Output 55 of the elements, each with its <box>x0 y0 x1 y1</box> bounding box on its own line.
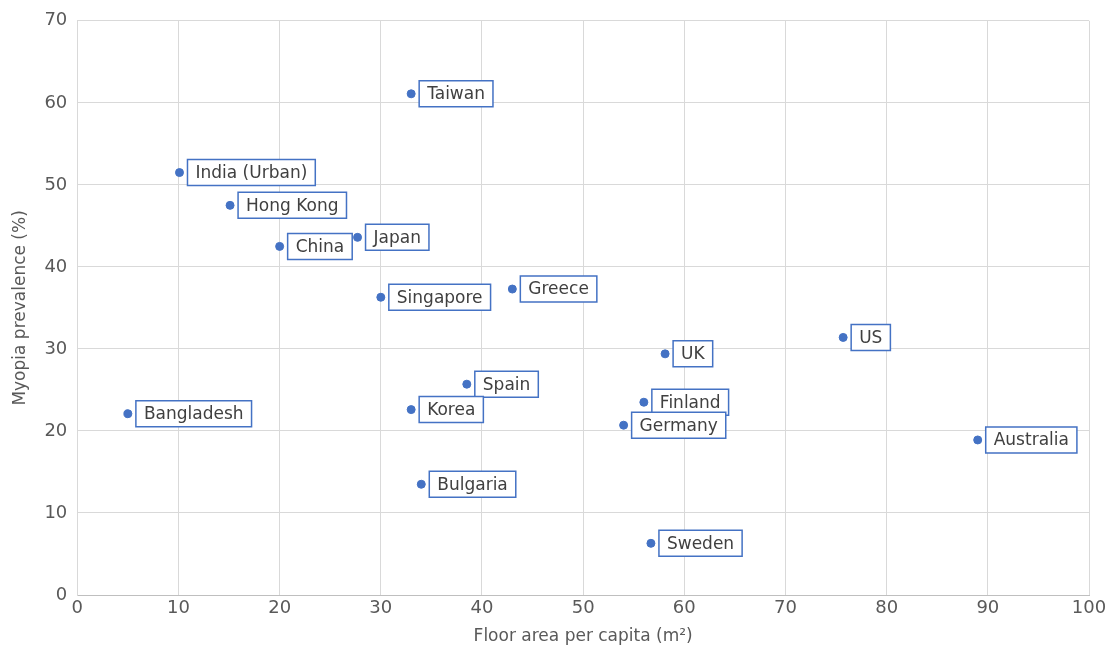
y-tick-label: 20 <box>44 418 68 440</box>
point <box>376 292 386 302</box>
annotation: Spain <box>482 373 531 394</box>
x-tick-label: 90 <box>976 596 1000 618</box>
annotation: China <box>295 235 345 256</box>
point <box>406 89 416 99</box>
point <box>174 168 184 178</box>
annotation: Japan <box>372 226 421 247</box>
annotation: Australia <box>993 429 1069 450</box>
point <box>416 479 426 489</box>
point <box>646 538 656 548</box>
annotation: Greece <box>528 278 589 299</box>
y-tick-label: 60 <box>44 90 68 112</box>
point <box>353 232 363 242</box>
point <box>406 405 416 415</box>
y-axis-title: Myopia prevalence (%) <box>8 210 29 406</box>
annotation: Finland <box>659 391 721 412</box>
x-tick-label: 30 <box>369 596 393 618</box>
y-tick-label: 0 <box>55 582 68 604</box>
annotation: US <box>859 326 883 347</box>
annotation: Korea <box>427 399 476 420</box>
x-tick-label: 20 <box>268 596 292 618</box>
point <box>619 420 629 430</box>
point <box>225 200 235 210</box>
point <box>462 379 472 389</box>
point <box>275 241 285 251</box>
annotation: Bulgaria <box>437 473 508 494</box>
x-tick-label: 40 <box>470 596 494 618</box>
point <box>838 332 848 342</box>
annotation: Hong Kong <box>246 194 339 215</box>
point <box>660 349 670 359</box>
x-tick-label: 80 <box>875 596 899 618</box>
point <box>507 284 517 294</box>
annotation: Taiwan <box>426 83 485 104</box>
x-tick-label: 70 <box>774 596 797 618</box>
x-axis-title: Floor area per capita (m²) <box>473 625 693 646</box>
point <box>973 435 983 445</box>
x-tick-label: 100 <box>1071 596 1107 618</box>
y-tick-label: 30 <box>44 336 68 358</box>
x-tick-label: 60 <box>672 596 696 618</box>
point <box>123 409 133 419</box>
annotation: Singapore <box>396 286 483 307</box>
y-tick-label: 50 <box>44 172 68 194</box>
annotation: Sweden <box>666 532 735 553</box>
y-tick-label: 40 <box>44 254 68 276</box>
y-tick-label: 10 <box>44 500 68 522</box>
annotation: Germany <box>639 414 718 435</box>
y-tick-label: 70 <box>44 8 68 30</box>
point <box>639 397 649 407</box>
annotation: Bangladesh <box>143 403 244 424</box>
annotation: UK <box>681 343 706 364</box>
x-tick-label: 10 <box>167 596 190 618</box>
x-tick-label: 50 <box>571 596 595 618</box>
annotation: India (Urban) <box>195 161 308 182</box>
x-tick-label: 0 <box>71 596 84 618</box>
